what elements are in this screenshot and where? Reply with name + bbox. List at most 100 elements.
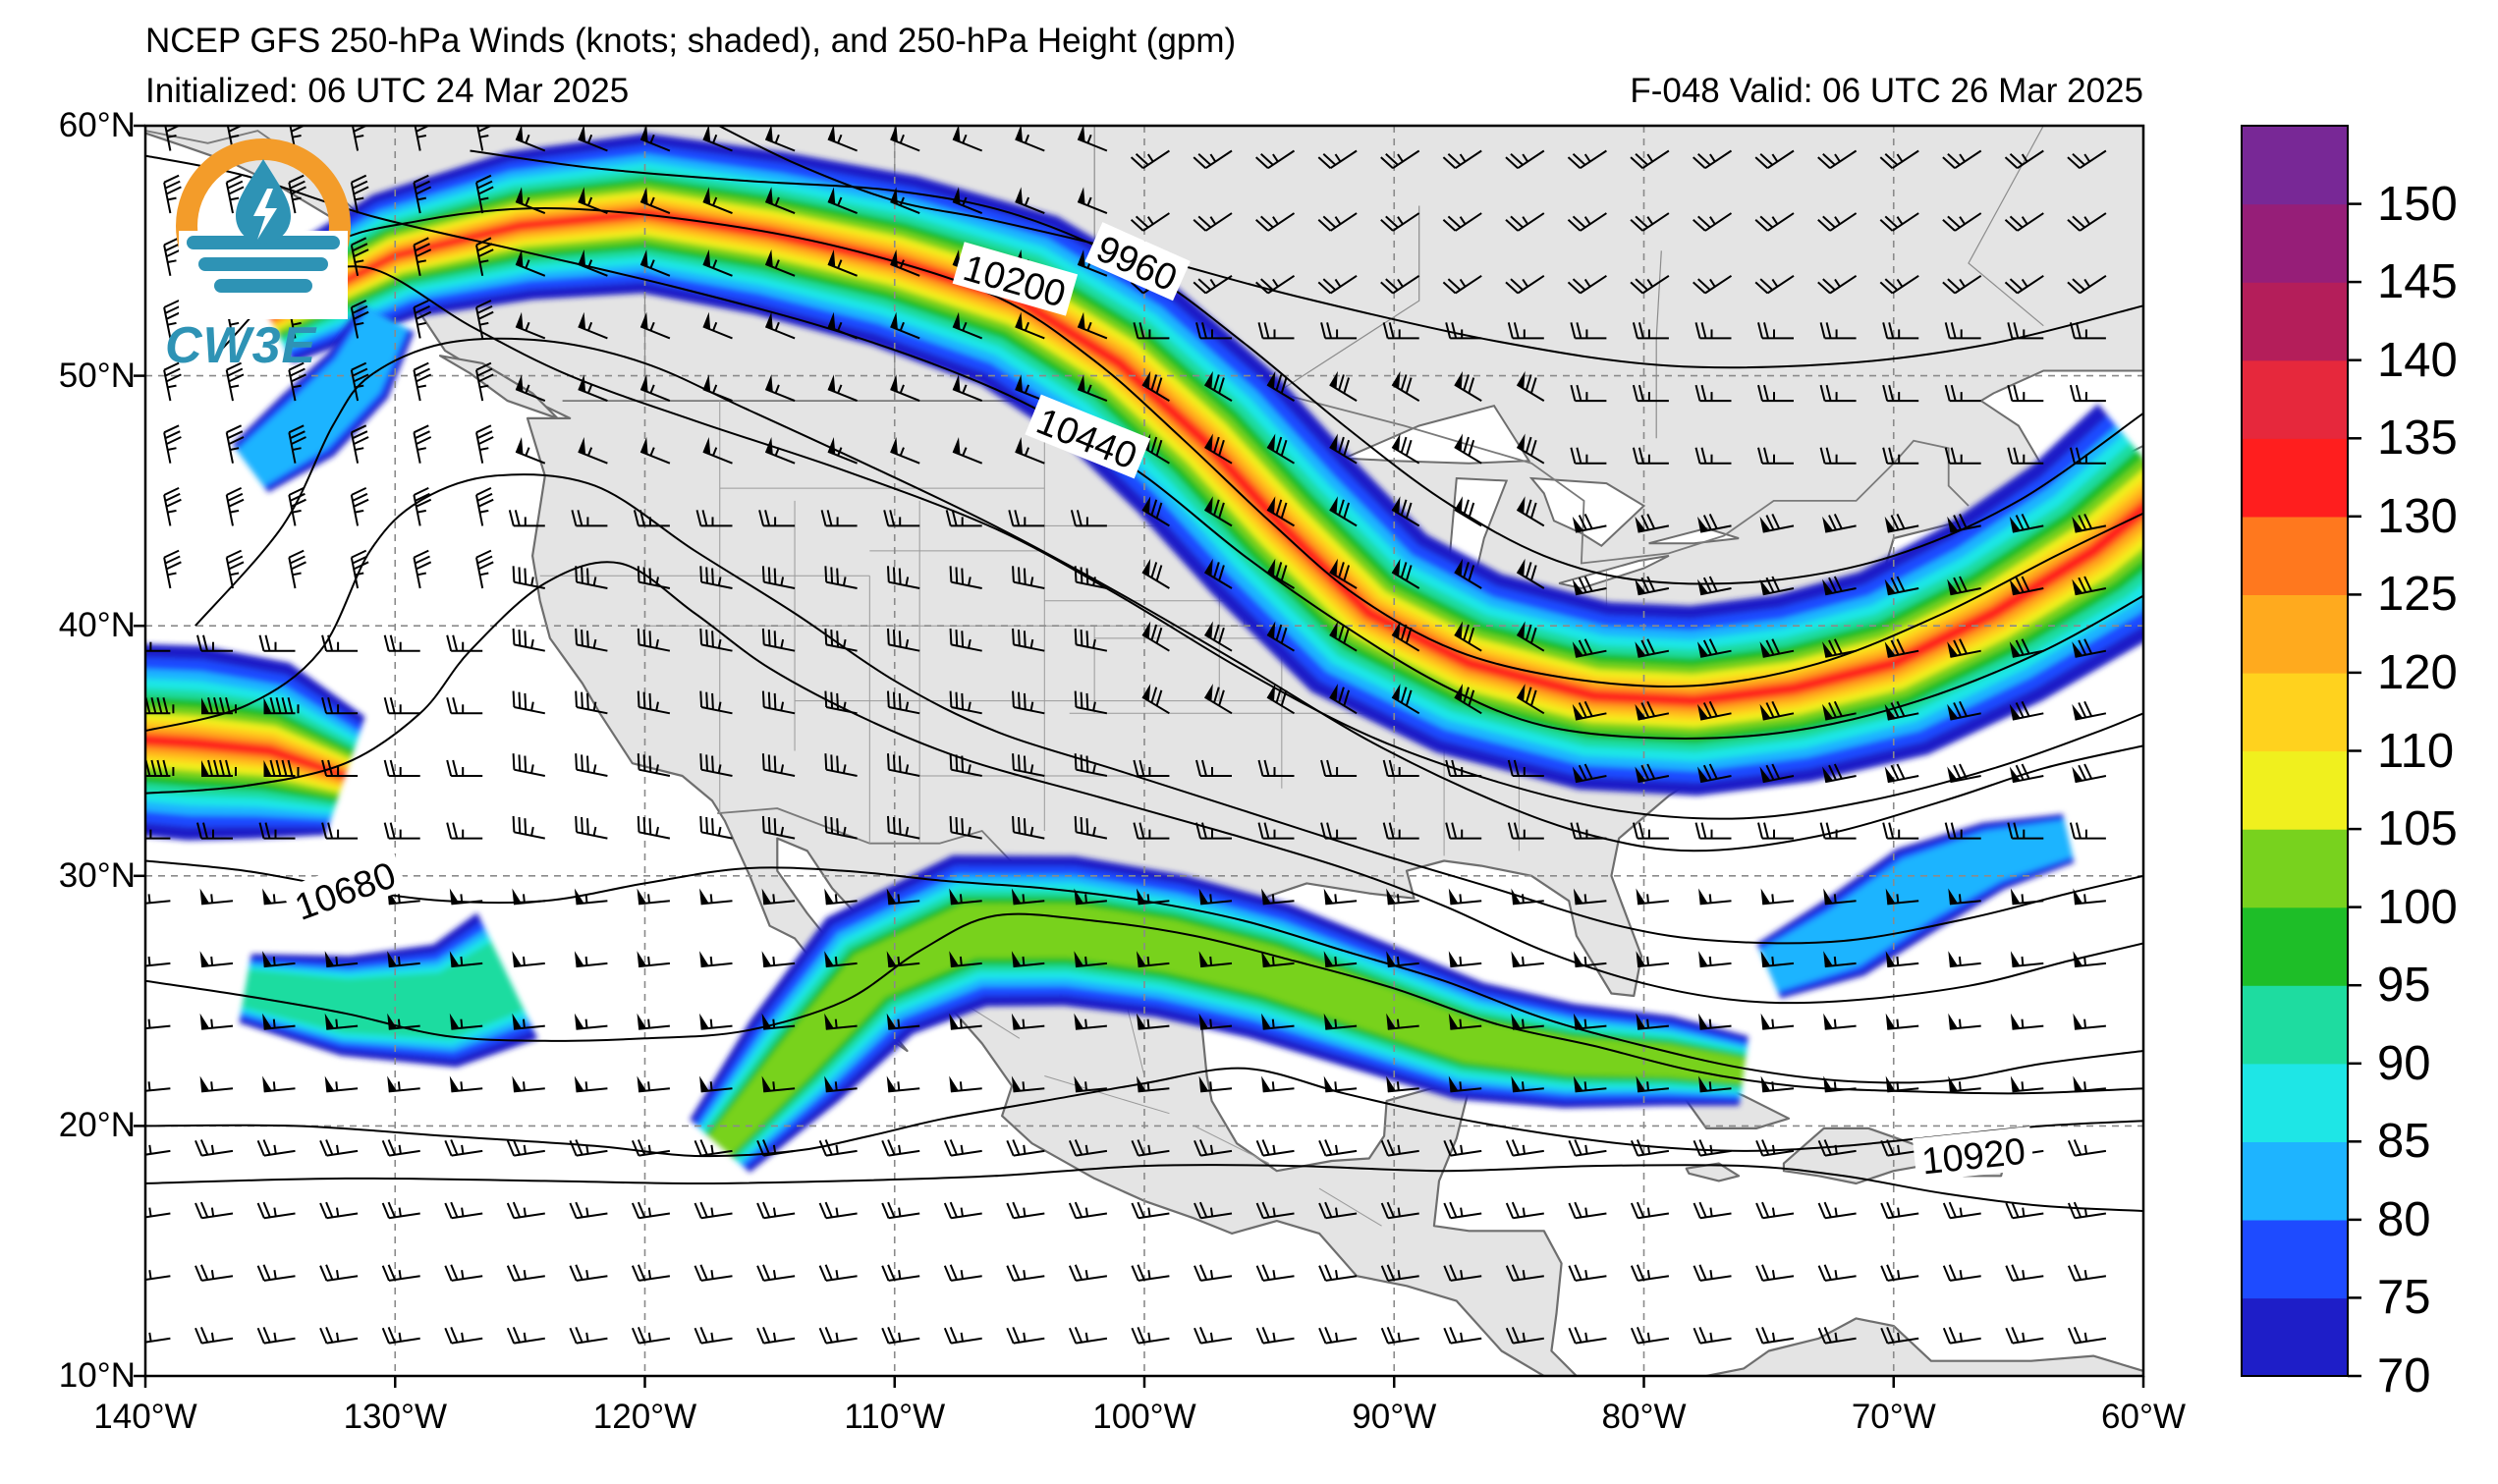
wind-barb [949, 1075, 982, 1093]
wind-barb [2069, 447, 2106, 465]
wind-barb [1948, 1013, 1981, 1030]
wind-barb [1068, 1264, 1108, 1282]
wind-barb [145, 1332, 171, 1344]
wind-barb [2067, 1264, 2107, 1282]
wind-barb [639, 374, 671, 403]
wind-barb [387, 1013, 420, 1030]
wind-barb [1822, 513, 1857, 533]
wind-barb [1760, 1075, 1795, 1093]
wind-barb [637, 628, 671, 652]
wind-barb [1697, 638, 1732, 658]
wind-barb [1074, 951, 1107, 968]
wind-barb [2073, 888, 2106, 906]
wind-barb [381, 1139, 420, 1157]
wind-barb [1074, 888, 1107, 906]
wind-barb [756, 1327, 796, 1345]
wind-barb [827, 187, 858, 215]
wind-barb [1131, 1139, 1170, 1157]
wind-barb [1068, 1139, 1108, 1157]
wind-barb [446, 822, 483, 840]
wind-barb [1380, 1201, 1419, 1220]
colorbar-label: 75 [2377, 1271, 2431, 1325]
wind-barb [578, 311, 608, 340]
wind-barb [319, 1139, 359, 1157]
wind-barb [1817, 1139, 1857, 1157]
wind-barb [1572, 638, 1607, 658]
height-contour [145, 154, 2143, 740]
wind-barb [201, 697, 237, 715]
wind-barb [1759, 576, 1795, 596]
wind-barb [1507, 759, 1544, 777]
wind-barb [1754, 149, 1795, 170]
wind-barb [2009, 513, 2044, 533]
wind-barb [1442, 212, 1482, 232]
wind-barb [1329, 558, 1358, 589]
wind-barb [1693, 1201, 1732, 1220]
lon-label: 110°W [844, 1398, 946, 1436]
wind-barb [1942, 1327, 1981, 1345]
wind-barb [756, 1201, 796, 1220]
wind-barb [350, 424, 369, 464]
wind-barb [1568, 1327, 1607, 1345]
speed-band-2 [1759, 820, 2073, 992]
wind-barb [1320, 322, 1358, 340]
wind-barb [1070, 510, 1107, 527]
wind-barb [1077, 249, 1108, 277]
wind-barb [764, 374, 796, 403]
wind-barb [1443, 1264, 1482, 1282]
wind-barb [1195, 759, 1232, 777]
wind-barb [288, 361, 306, 402]
wind-barb [890, 437, 920, 465]
colorbar-label: 105 [2377, 802, 2458, 856]
wind-barb [262, 1075, 296, 1093]
wind-barb [824, 1013, 858, 1030]
wind-barb [1882, 384, 1919, 403]
wind-barb [194, 1139, 234, 1157]
cw3e-logo-text: CW3E [165, 317, 317, 374]
wind-barb [225, 174, 245, 214]
wind-barb [1885, 888, 1919, 906]
wind-barb [952, 437, 983, 465]
wind-barb [1879, 149, 1919, 170]
wind-barb [256, 1327, 296, 1345]
wind-barb [1380, 149, 1420, 170]
wind-barb [943, 1327, 982, 1345]
wind-barb [890, 374, 920, 403]
wind-barb [699, 888, 733, 906]
colorbar-swatch [2242, 907, 2348, 986]
wind-barb [1141, 558, 1170, 589]
wind-barb [637, 1013, 670, 1030]
wind-barb [699, 628, 733, 652]
wind-barb [1141, 621, 1170, 652]
wind-barb [1454, 621, 1482, 652]
wind-barb [515, 249, 546, 277]
wind-barb [764, 249, 796, 277]
wind-barb [639, 249, 671, 277]
wind-barb [1074, 628, 1108, 652]
colorbar-swatch [2242, 594, 2348, 674]
wind-barb [475, 237, 494, 276]
wind-barb [1697, 763, 1732, 784]
colorbar-swatch [2242, 1063, 2348, 1142]
wind-barb [761, 628, 796, 652]
wind-barb [639, 187, 671, 215]
wind-barb [1755, 1327, 1795, 1345]
wind-barb [1630, 1201, 1670, 1220]
wind-barb [350, 174, 369, 214]
wind-barb [881, 1201, 920, 1220]
wind-barb [1391, 370, 1420, 402]
wind-barb [258, 822, 296, 840]
wind-barb [1006, 1139, 1045, 1157]
wind-barb [1130, 149, 1170, 170]
wind-barb [1255, 1327, 1295, 1345]
wind-barb [1012, 690, 1045, 715]
wind-barb [2010, 888, 2044, 906]
lat-label: 20°N [58, 1106, 136, 1145]
wind-barb [1694, 384, 1732, 403]
wind-barb [413, 549, 432, 589]
wind-barb [1448, 951, 1482, 968]
wind-barb [1323, 888, 1358, 906]
wind-barb [512, 815, 545, 840]
wind-barb [887, 566, 920, 589]
wind-barb [574, 1013, 608, 1030]
